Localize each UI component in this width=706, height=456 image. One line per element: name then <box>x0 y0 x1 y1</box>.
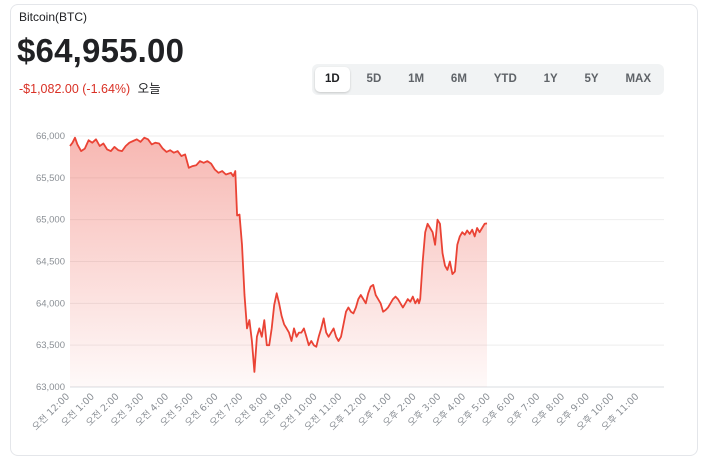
tab-6m[interactable]: 6M <box>450 73 467 85</box>
tab-1m[interactable]: 1M <box>408 73 425 85</box>
y-tick-label: 66,000 <box>36 131 65 142</box>
change-value: -$1,082.00 (-1.64%) <box>19 82 131 96</box>
current-price: $64,955.00 <box>17 32 185 69</box>
tab-5y[interactable]: 5Y <box>584 73 599 85</box>
tab-5d[interactable]: 5D <box>366 73 382 85</box>
y-tick-label: 64,000 <box>36 298 65 309</box>
y-tick-label: 65,500 <box>36 173 65 184</box>
tab-max[interactable]: MAX <box>625 73 651 85</box>
price-chart[interactable]: 63,000 63,500 64,000 64,500 65,000 65,500 66,0… <box>0 0 706 440</box>
tab-ytd[interactable]: YTD <box>493 73 517 85</box>
tab-1y[interactable]: 1Y <box>543 73 558 85</box>
y-tick-label: 65,000 <box>36 215 65 226</box>
y-tick-label: 64,500 <box>36 257 65 268</box>
y-tick-label: 63,500 <box>36 340 65 351</box>
price-area <box>70 137 487 387</box>
asset-name: Bitcoin(BTC) <box>19 10 88 24</box>
range-tabs: 1D 5D 1M 6M YTD 1Y 5Y MAX <box>312 64 664 95</box>
y-axis: 63,000 63,500 64,000 64,500 65,000 65,500 66,0… <box>36 131 65 393</box>
y-tick-label: 63,000 <box>36 382 65 393</box>
price-change: -$1,082.00 (-1.64%) 오늘 <box>19 78 161 97</box>
change-period: 오늘 <box>137 82 161 96</box>
price-line <box>69 136 488 373</box>
tab-1d[interactable]: 1D <box>315 67 350 92</box>
